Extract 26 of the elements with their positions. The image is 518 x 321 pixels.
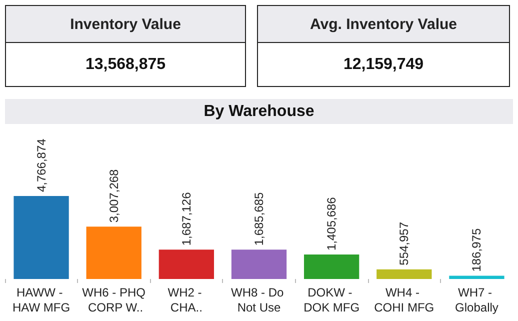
x-tick-label: WH8 - Do Not Use — [230, 286, 288, 314]
bar — [304, 254, 360, 279]
x-tick-label: WH7 - Globally — [455, 286, 498, 314]
bar — [449, 276, 504, 279]
chart-title: By Warehouse — [5, 99, 513, 124]
bar — [86, 226, 142, 279]
x-tick-label: DOKW - DOK MFG — [304, 286, 360, 314]
data-label: 186,975 — [470, 228, 484, 272]
data-label: 4,766,874 — [34, 138, 48, 192]
text: 12,159,749 — [342, 55, 425, 75]
bar — [158, 250, 214, 279]
data-label: 1,405,686 — [324, 196, 339, 251]
data-label: 554,957 — [397, 222, 412, 266]
bar — [14, 196, 69, 279]
x-tick-label: WH6 - PHQ CORP W.. — [82, 286, 146, 314]
data-label: 1,687,126 — [179, 192, 194, 246]
x-tick-label: WH2 - CHA.. — [168, 286, 206, 314]
data-label: 3,007,268 — [106, 168, 121, 223]
text: 13,568,875 — [84, 55, 167, 75]
x-tick-label: WH4 - COHI MFG — [374, 286, 434, 314]
x-tick-label: HAWW - HAW MFG — [12, 286, 70, 314]
bar — [231, 250, 287, 279]
data-label: 1,685,685 — [252, 192, 266, 246]
text: Inventory Value — [6, 6, 245, 43]
text: Avg. Inventory Value — [258, 6, 509, 43]
bar — [376, 269, 432, 279]
